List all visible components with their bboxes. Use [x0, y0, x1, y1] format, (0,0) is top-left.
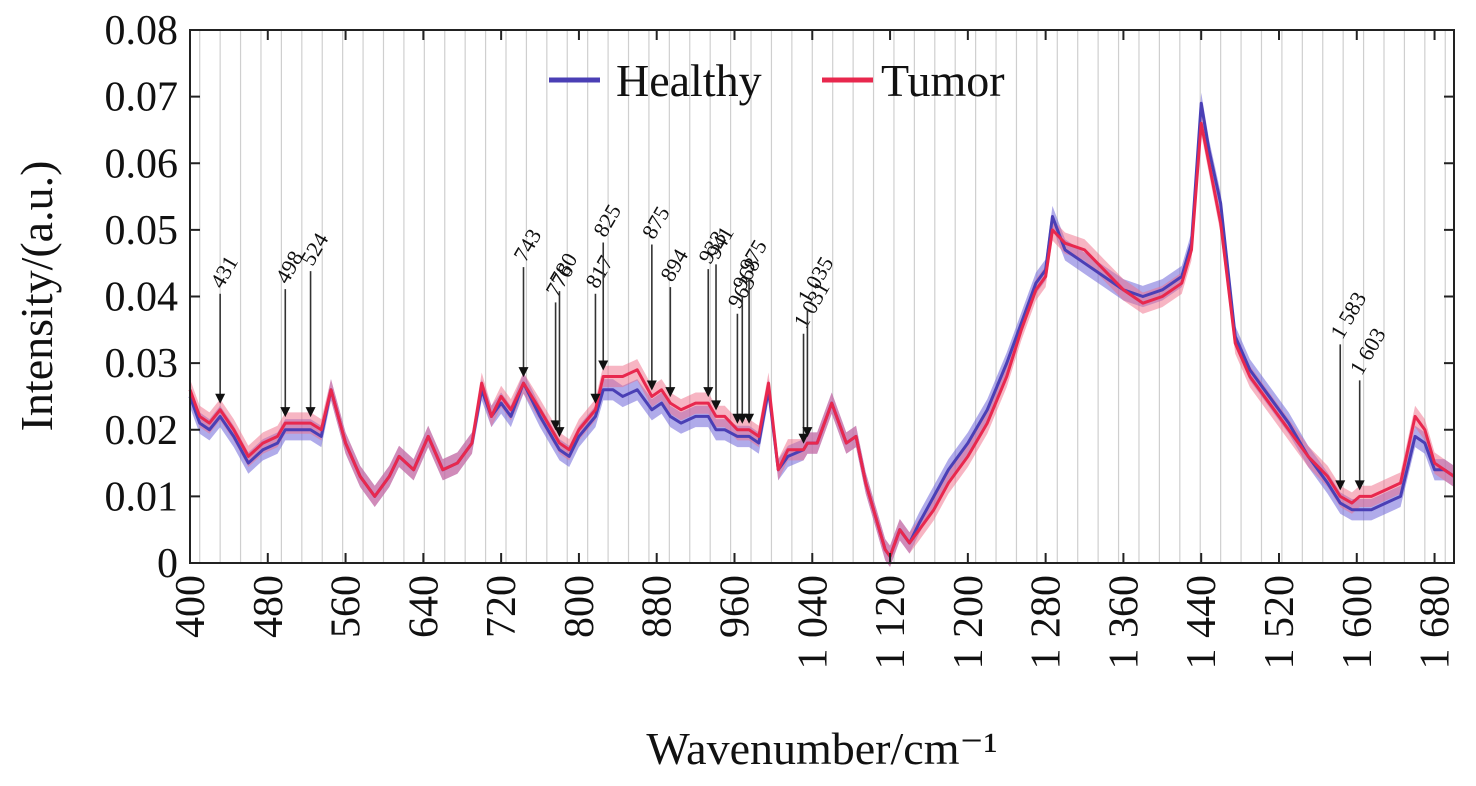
y-tick-label: 0.07: [105, 75, 179, 121]
y-tick-label: 0.06: [105, 141, 179, 187]
arrow-head: [305, 407, 316, 418]
x-tick-label: 560: [324, 575, 370, 638]
arrow-head: [215, 393, 226, 404]
x-tick-label: 1 280: [1024, 575, 1070, 670]
x-tick-label: 1 440: [1179, 575, 1225, 670]
x-tick-label: 960: [712, 575, 758, 638]
peak-annotation: 524: [295, 229, 333, 418]
x-tick-label: 1 360: [1101, 575, 1147, 670]
peak-annotation: 968: [727, 253, 765, 424]
arrow-head: [711, 400, 722, 411]
peak-annotation: 941: [701, 222, 739, 411]
annotation-label: 743: [508, 225, 546, 266]
x-tick-label: 640: [401, 575, 447, 638]
arrow-head: [1354, 480, 1365, 491]
x-tick-label: 480: [246, 575, 292, 638]
x-axis-ticks: 400 480 560 640 720 800 880 960 1 040 1 120 1 200 1…: [168, 30, 1459, 670]
peak-annotation: 431: [205, 251, 243, 404]
arrow-head: [554, 427, 565, 438]
y-tick-label: 0.04: [105, 275, 179, 321]
arrow-head: [598, 360, 609, 371]
x-tick-label: 1 040: [790, 575, 836, 670]
arrow-head: [665, 387, 676, 398]
arrow-head: [737, 413, 748, 424]
series-lines: [188, 101, 1455, 558]
x-axis-title: Wavenumber/cm⁻¹: [646, 723, 997, 774]
x-tick-label: 800: [557, 575, 603, 638]
y-tick-label: 0.08: [105, 8, 179, 54]
legend: Healthy Tumor: [549, 55, 1005, 106]
y-axis-ticks: 0 0.01 0.02 0.03 0.04 0.05 0.06 0.07 0.08: [105, 8, 1454, 587]
legend-label-tumor: Tumor: [881, 55, 1005, 106]
arrow-head: [798, 433, 809, 444]
arrow-head: [280, 407, 291, 418]
arrow-head: [802, 427, 813, 438]
y-tick-label: 0: [157, 541, 178, 587]
peak-annotation: 743: [508, 225, 546, 378]
x-tick-label: 1 200: [946, 575, 992, 670]
x-tick-label: 1 120: [868, 575, 914, 670]
y-tick-label: 0.05: [105, 208, 179, 254]
arrow-head: [518, 367, 529, 378]
series-line-tumor: [188, 121, 1455, 558]
x-tick-label: 1 520: [1257, 575, 1303, 670]
annotation-label: 825: [588, 200, 626, 241]
annotation-label: 431: [205, 251, 243, 292]
arrow-head: [646, 380, 657, 391]
band-tumor: [190, 112, 1454, 567]
peak-annotation: 1 583: [1325, 288, 1371, 491]
annotation-label: 817: [580, 251, 618, 292]
y-axis-title: Intensity/(a.u.): [11, 161, 62, 432]
arrow-head: [550, 420, 561, 431]
peak-annotation: 894: [655, 245, 693, 398]
arrow-head: [590, 393, 601, 404]
x-tick-label: 400: [168, 575, 214, 638]
arrow-head: [703, 387, 714, 398]
x-tick-label: 1 680: [1413, 575, 1459, 670]
annotation-label: 1 035: [792, 252, 838, 307]
legend-label-healthy: Healthy: [616, 55, 762, 106]
y-tick-label: 0.03: [105, 341, 179, 387]
arrow-head: [744, 413, 755, 424]
y-tick-label: 0.01: [105, 474, 179, 520]
y-tick-label: 0.02: [105, 408, 179, 454]
arrow-head: [1335, 480, 1346, 491]
x-tick-label: 880: [635, 575, 681, 638]
annotation-label: 894: [655, 245, 693, 286]
x-tick-label: 720: [479, 575, 525, 638]
peak-annotation: 963: [722, 271, 760, 424]
x-tick-label: 1 600: [1335, 575, 1381, 670]
peak-annotation: 780: [544, 248, 582, 438]
std-bands: [190, 92, 1454, 567]
